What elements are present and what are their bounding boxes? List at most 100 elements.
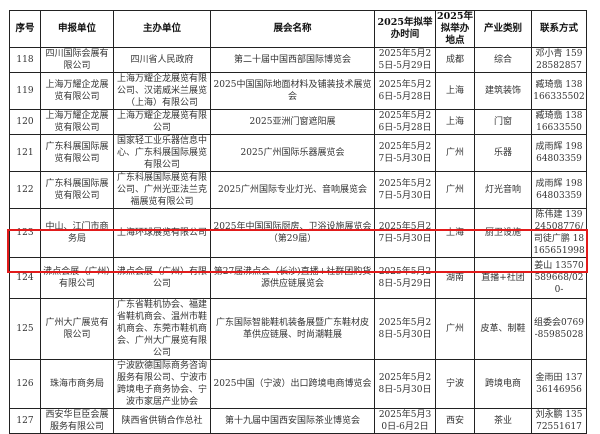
cell-no: 121 [9,134,41,172]
cell-name: 第二十届中国西部国际博览会 [210,47,375,73]
cell-industry: 跨境电商 [474,359,532,409]
cell-applicant: 广东科展国际展览有限公司 [40,171,114,209]
cell-time: 2025年5月25日-5月29日 [374,47,436,73]
header-industry: 产业类别 [474,10,532,48]
table-row: 121 广东科展国际展览有限公司 国家轻工业乐器信息中心、广东科展国际展览有限公司 2… [9,134,587,172]
cell-industry: 厨卫设施 [474,208,532,258]
cell-contact: 邓小青 15928582857 [531,47,587,73]
cell-no: 118 [9,47,41,73]
cell-name: 第十九届中国西安国际茶业博览会 [210,408,375,434]
cell-organizer: 上海环球展览有限公司 [113,208,211,258]
cell-name: 2025广州国际专业灯光、音响展览会 [210,171,375,209]
cell-applicant: 西安华巨臣会展服务有限公司 [40,408,114,434]
cell-contact: 刘永鹏 13572551617 [531,408,587,434]
table-row: 122 广东科展国际展览有限公司 广东科展国际展览有限公司、广州光亚法兰克福展览有限… [9,171,587,209]
cell-industry: 综合 [474,47,532,73]
table-row: 118 四川国际会展有限公司 四川省人民政府 第二十届中国西部国际博览会 2025年5月… [9,47,587,73]
cell-no: 125 [9,298,41,360]
header-name: 展会名称 [210,10,375,48]
cell-no: 123 [9,208,41,258]
cell-applicant: 广州大广展览有限公司 [40,298,114,360]
cell-contact: 成雨辉 19864803359 [531,134,587,172]
cell-place: 上海 [435,109,475,135]
cell-time: 2025年5月27日-5月30日 [374,208,436,258]
cell-organizer: 上海万耀企龙展览有限公司 [113,109,211,135]
cell-contact: 成雨辉 19864803359 [531,171,587,209]
cell-place: 上海 [435,208,475,258]
cell-time: 2025年5月30日-6月2日 [374,408,436,434]
header-time: 2025年拟举办时间 [374,10,436,48]
header-no: 序号 [9,10,41,48]
cell-contact: 姜山 13570589668/020- [531,257,587,299]
cell-no: 126 [9,359,41,409]
cell-name: 2025年中国国际厨房、卫浴设施展览会（第29届） [210,208,375,258]
cell-no: 120 [9,109,41,135]
cell-name: 2025中国国际地面材料及铺装技术展览会 [210,72,375,110]
cell-time: 2025年5月27日-5月30日 [374,171,436,209]
cell-time: 2025年5月26日-5月28日 [374,109,436,135]
table-row: 125 广州大广展览有限公司 广东省鞋机协会、福建省鞋机商会、温州市鞋机商会、东莞市… [9,298,587,360]
cell-industry: 茶业 [474,408,532,434]
cell-place: 上海 [435,72,475,110]
cell-organizer: 国家轻工业乐器信息中心、广东科展国际展览有限公司 [113,134,211,172]
cell-contact: 陈伟建 13924508776/司徒广鹏 18165651998 [531,208,587,258]
cell-name: 2025亚洲门窗遮阳展 [210,109,375,135]
cell-no: 119 [9,72,41,110]
exhibition-table: 序号 申报单位 主办单位 展会名称 2025年拟举办时间 2025年拟举办地点 … [9,10,587,434]
cell-contact: 组委会0769-85985028 [531,298,587,360]
cell-no: 122 [9,171,41,209]
cell-applicant: 广东科展国际展览有限公司 [40,134,114,172]
cell-place: 宁波 [435,359,475,409]
cell-time: 2025年5月28日-5月30日 [374,298,436,360]
header-place: 2025年拟举办地点 [435,10,475,48]
cell-time: 2025年5月26日-5月28日 [374,72,436,110]
cell-industry: 皮革、制鞋 [474,298,532,360]
cell-organizer: 广东科展国际展览有限公司、广州光亚法兰克福展览有限公司 [113,171,211,209]
cell-no: 127 [9,408,41,434]
cell-industry: 直播+社团 [474,257,532,299]
header-applicant: 申报单位 [40,10,114,48]
cell-applicant: 珠海市商务局 [40,359,114,409]
cell-place: 广州 [435,134,475,172]
cell-name: 2025广州国际乐器展览会 [210,134,375,172]
cell-organizer: 宁波欧德国际商务咨询服务有限公司、宁波市跨境电子商务协会、宁波市家居产业协会 [113,359,211,409]
cell-applicant: 四川国际会展有限公司 [40,47,114,73]
cell-contact: 金雨田 13736146956 [531,359,587,409]
cell-time: 2025年5月28日-5月29日 [374,257,436,299]
cell-organizer: 上海万耀企龙展览有限公司、汉诺威米兰展览（上海）有限公司 [113,72,211,110]
cell-name: 广东国际智能鞋机装备展暨广东鞋材皮革供应链展、时尚潮鞋展 [210,298,375,360]
cell-organizer: 广东省鞋机协会、福建省鞋机商会、温州市鞋机商会、东莞市鞋机商会、广州大广展览有限… [113,298,211,360]
cell-industry: 建筑装饰 [474,72,532,110]
table-row: 119 上海万耀企龙展览有限公司 上海万耀企龙展览有限公司、汉诺威米兰展览（上海）有… [9,72,587,110]
cell-contact: 臧琦翡 13816633550 [531,109,587,135]
header-row: 序号 申报单位 主办单位 展会名称 2025年拟举办时间 2025年拟举办地点 … [9,10,587,48]
cell-place: 广州 [435,171,475,209]
cell-time: 2025年5月28日-5月30日 [374,359,436,409]
header-organizer: 主办单位 [113,10,211,48]
header-contact: 联系方式 [531,10,587,48]
table-row: 127 西安华巨臣会展服务有限公司 陕西省供销合作总社 第十九届中国西安国际茶业博览会… [9,408,587,434]
cell-place: 西安 [435,408,475,434]
cell-applicant: 上海万耀企龙展览有限公司 [40,72,114,110]
cell-contact: 臧琦翡 138166335502 [531,72,587,110]
cell-place: 湖南 [435,257,475,299]
cell-time: 2025年5月27日-5月30日 [374,134,436,172]
cell-industry: 门窗 [474,109,532,135]
table-row: 126 珠海市商务局 宁波欧德国际商务咨询服务有限公司、宁波市跨境电子商务协会、宁波… [9,359,587,409]
cell-industry: 灯光音响 [474,171,532,209]
cell-name: 2025中国（宁波）出口跨境电商博览会 [210,359,375,409]
cell-organizer: 陕西省供销合作总社 [113,408,211,434]
cell-place: 成都 [435,47,475,73]
cell-place: 广州 [435,298,475,360]
cell-name: 第27届沸点会（长沙)直播+社群团购货源供应链展览会 [210,257,375,299]
table-row: 124 沸点会展（广州）有限公司 沸点会展（广州）有限公司 第27届沸点会（长沙)直播… [9,257,587,299]
cell-applicant: 中山、江门市商务局 [40,208,114,258]
cell-organizer: 沸点会展（广州）有限公司 [113,257,211,299]
table-row: 123 中山、江门市商务局 上海环球展览有限公司 2025年中国国际厨房、卫浴设施展览… [9,208,587,258]
cell-applicant: 上海万耀企龙展览有限公司 [40,109,114,135]
cell-industry: 乐器 [474,134,532,172]
cell-no: 124 [9,257,41,299]
table-row: 120 上海万耀企龙展览有限公司 上海万耀企龙展览有限公司 2025亚洲门窗遮阳展 20… [9,109,587,135]
cell-organizer: 四川省人民政府 [113,47,211,73]
cell-applicant: 沸点会展（广州）有限公司 [40,257,114,299]
